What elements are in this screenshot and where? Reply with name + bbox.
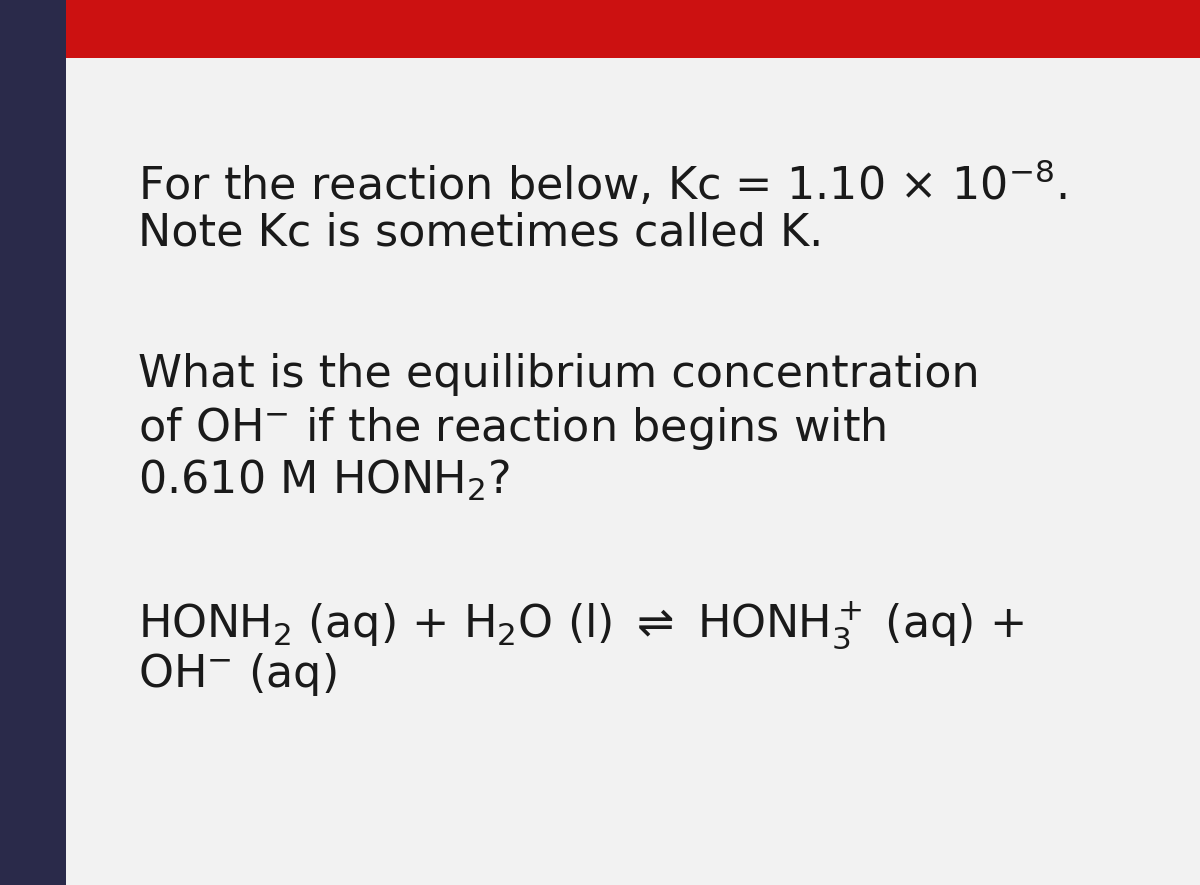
Text: For the reaction below, Kc = 1.10 $\times$ 10$^{-8}$.: For the reaction below, Kc = 1.10 $\time… [138,159,1067,209]
Text: OH$^{-}$ (aq): OH$^{-}$ (aq) [138,651,337,698]
Bar [66,0,1200,58]
Text: What is the equilibrium concentration: What is the equilibrium concentration [138,353,979,396]
Text: 0.610 M HONH$_2$?: 0.610 M HONH$_2$? [138,458,510,503]
Text: of OH$^{-}$ if the reaction begins with: of OH$^{-}$ if the reaction begins with [138,405,886,452]
Bar [0,0,66,885]
Text: Note Kc is sometimes called K.: Note Kc is sometimes called K. [138,212,823,254]
Text: HONH$_2$ (aq) + H$_2$O (l) $\rightleftharpoons$ HONH$_3^+$ (aq) +: HONH$_2$ (aq) + H$_2$O (l) $\rightleftha… [138,599,1024,651]
